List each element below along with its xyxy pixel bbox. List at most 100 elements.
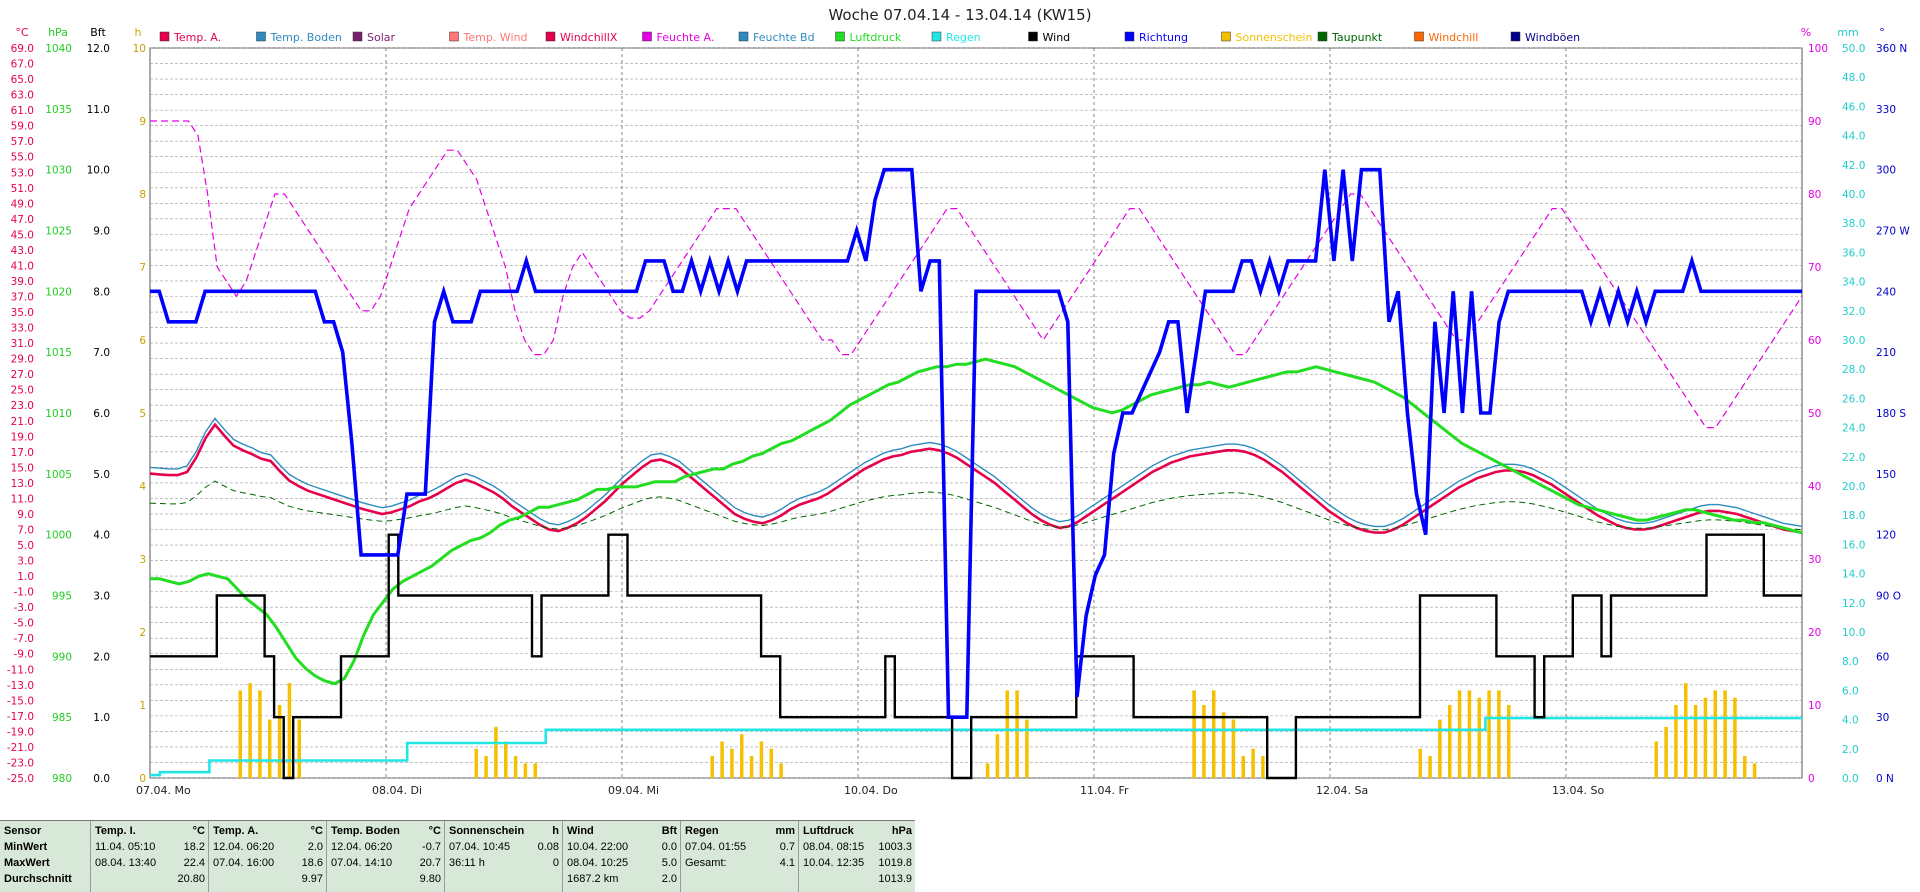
stats-min: 1003.3 [878,841,912,853]
legend-swatch [256,31,266,42]
bft-tick-label: 6.0 [93,408,110,420]
pct-tick-label: 70 [1808,262,1821,274]
legend-label: Feuchte Bd [753,31,815,44]
hpa-tick-label: 1000 [45,530,72,542]
stats-min: 18.2 [183,841,205,853]
legend-label: Temp. Boden [270,31,342,44]
stats-max: 18.6 [301,857,323,869]
temp-tick-label: -13.0 [7,680,34,692]
sunshine-bar [494,726,498,778]
stats-header: Temp. I. [95,825,136,837]
bft-tick-label: 8.0 [93,286,110,298]
sunshine-bar [1703,697,1708,778]
hours-tick-label: 3 [139,554,146,566]
mm-tick-label: 8.0 [1842,656,1859,668]
temp-tick-label: 43.0 [11,245,34,257]
sunshine-bar [1487,690,1491,778]
temp-tick-label: 37.0 [11,292,34,304]
day-label: 11.04. Fr [1080,784,1129,797]
sunshine-bar [474,748,478,778]
mm-tick-label: 2.0 [1842,744,1859,756]
legend-label: Temp. Wind [463,31,528,44]
sunshine-bar [258,690,262,778]
temp-tick-label: -5.0 [14,618,35,630]
hpa-tick-label: 985 [52,712,72,724]
temp-tick-label: 17.0 [11,447,34,459]
mm-tick-label: 20.0 [1842,481,1865,493]
stats-min-time: 12.04. 06:20 [213,841,275,853]
legend-label: Windböen [1525,31,1580,44]
stats-min: 2.0 [307,841,323,853]
temp-tick-label: -19.0 [7,726,34,738]
stats-header: Regen [685,825,719,837]
luftdruck-line [150,357,1803,686]
sunshine-bar [1241,756,1245,778]
dir-tick-label: 120 [1876,530,1896,542]
stats-max-time: 07.04. 16:00 [213,857,275,869]
sunshine-bar [1723,690,1727,778]
sunshine-bar [1497,690,1501,778]
sunshine-bar [769,748,773,778]
mm-tick-label: 10.0 [1842,627,1865,639]
mm-axis-unit: mm [1837,26,1858,39]
temp-tick-label: 21.0 [11,416,34,428]
sunshine-bar [287,683,292,778]
sunshine-bar [759,741,764,778]
temp-tick-label: 51.0 [11,183,34,195]
hpa-tick-label: 1040 [45,43,72,55]
sunshine-bar [1428,756,1432,778]
temp-tick-label: 25.0 [11,385,34,397]
temp-tick-label: 15.0 [11,462,34,474]
mm-tick-label: 14.0 [1842,569,1865,581]
sunshine-bar [1202,705,1206,778]
sunshine-bar [1025,719,1029,778]
sunshine-bar [1192,690,1196,778]
sunshine-bar [277,705,282,778]
temp-tick-label: 49.0 [11,198,34,210]
axes: 07.04. Mo 08.04. Di 09.04. Mi 10.04. Do 11.0… [7,26,1911,797]
sunshine-bar [1752,763,1757,778]
dir-tick-label: 150 [1876,469,1896,481]
temp-axis-unit: °C [15,26,29,39]
legend-swatch [835,31,845,42]
hours-tick-label: 7 [139,262,146,274]
temp-tick-label: 69.0 [11,43,34,55]
legend-label: Richtung [1139,31,1188,44]
sunshine-bar [1448,705,1452,778]
temp-tick-label: 41.0 [11,260,34,272]
legend-label: Windchill [1429,31,1479,44]
stats-col-sensor: Sensor MinWert MaxWert Durchschnitt [0,821,90,892]
hpa-tick-label: 995 [52,591,72,603]
temp-tick-label: -25.0 [7,773,34,785]
temp-tick-label: 31.0 [11,338,34,350]
day-label: 13.04. So [1552,784,1604,797]
stats-col-sonnenschein: Sonnenschein h 07.04. 10:45 0.08 36:11 h… [444,821,563,892]
stats-header: Temp. Boden [331,825,400,837]
stats-max: 20.7 [419,857,441,869]
legend-swatch [1028,31,1038,42]
sunshine-bar [1457,690,1462,778]
hours-tick-label: 8 [139,189,146,201]
pct-tick-label: 90 [1808,116,1821,128]
hpa-tick-label: 1015 [45,347,72,359]
mm-tick-label: 32.0 [1842,306,1865,318]
hours-tick-label: 2 [139,627,146,639]
stats-min: 0.0 [661,841,677,853]
stats-max: 0 [552,857,559,869]
legend-swatch [1221,31,1231,42]
bft-axis-unit: Bft [90,26,106,39]
temp-tick-label: 7.0 [17,524,34,536]
stats-avg-label: Durchschnitt [4,873,72,885]
pct-tick-label: 50 [1808,408,1821,420]
temp-tick-label: 57.0 [11,136,34,148]
legend-label: Solar [367,31,396,44]
stats-unit: °C [310,825,323,837]
hpa-tick-label: 1025 [45,226,72,238]
dir-tick-label: 0 N [1876,773,1894,785]
day-label: 10.04. Do [844,784,898,797]
sunshine-bar [1212,690,1216,778]
dir-tick-label: 30 [1876,712,1889,724]
temp-tick-label: 27.0 [11,369,34,381]
temp-tick-label: -17.0 [7,711,34,723]
